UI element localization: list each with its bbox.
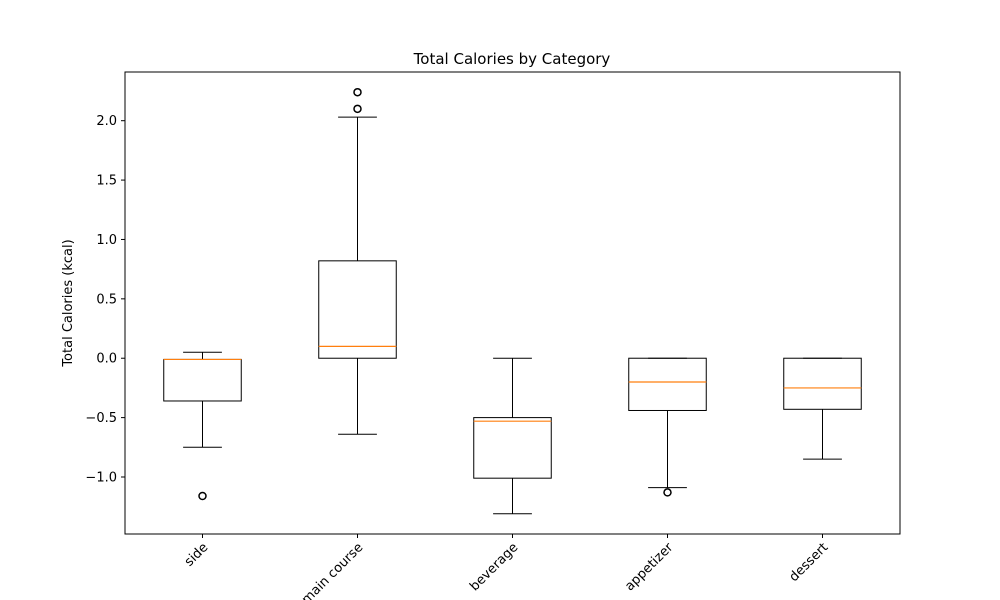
y-tick-label: −0.5 bbox=[85, 411, 117, 426]
outlier-point bbox=[663, 488, 672, 497]
box-appetizer bbox=[628, 357, 707, 497]
box-beverage bbox=[473, 357, 552, 515]
y-tick-label: 0.5 bbox=[96, 292, 117, 307]
box-side bbox=[163, 351, 242, 501]
x-tick-label: main course bbox=[299, 540, 366, 600]
y-tick-label: 2.0 bbox=[96, 114, 117, 129]
outlier-point bbox=[353, 87, 362, 97]
y-axis-label: Total Calories (kcal) bbox=[61, 239, 76, 367]
box-iqr bbox=[473, 417, 552, 479]
x-tick-label: appetizer bbox=[622, 540, 676, 594]
y-tick-label: 1.0 bbox=[96, 233, 117, 248]
box-main-course bbox=[318, 87, 397, 435]
box-iqr bbox=[628, 357, 707, 411]
x-tick-label: dessert bbox=[787, 540, 832, 585]
chart-title: Total Calories by Category bbox=[413, 50, 611, 68]
x-tick-label: side bbox=[182, 540, 211, 569]
plot-frame bbox=[124, 71, 901, 535]
box-iqr bbox=[783, 357, 862, 410]
outlier-point bbox=[353, 104, 362, 114]
box-dessert bbox=[783, 357, 862, 460]
plot-area: −1.0 −0.5 0.0 0.5 1.0 1.5 2.0 side main course be… bbox=[85, 87, 862, 600]
outlier-point bbox=[198, 491, 207, 501]
x-tick-label: beverage bbox=[467, 540, 521, 594]
y-tick-label: 1.5 bbox=[96, 174, 117, 189]
y-tick-label: −1.0 bbox=[85, 470, 117, 485]
box-iqr bbox=[318, 260, 397, 359]
y-tick-label: 0.0 bbox=[96, 352, 117, 367]
box-iqr bbox=[163, 358, 242, 402]
